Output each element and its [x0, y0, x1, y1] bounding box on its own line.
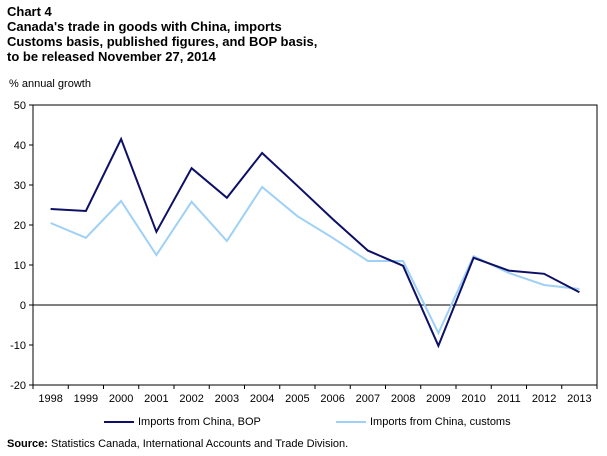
- x-tick-label: 2011: [497, 393, 521, 405]
- source-text: Statistics Canada, International Account…: [47, 438, 349, 450]
- x-tick-label: 2000: [109, 393, 133, 405]
- x-tick-label: 2005: [285, 393, 309, 405]
- x-tick-label: 1999: [74, 393, 98, 405]
- x-tick-label: 2006: [320, 393, 344, 405]
- legend-item-customs: Imports from China, customs: [336, 416, 511, 428]
- x-tick-label: 2010: [461, 393, 485, 405]
- y-tick-label: 10: [14, 260, 26, 272]
- x-tick-label: 2007: [356, 393, 380, 405]
- y-tick-label: 30: [14, 180, 26, 192]
- legend-label-bop: Imports from China, BOP: [138, 416, 261, 428]
- x-tick-label: 2012: [532, 393, 556, 405]
- y-tick-label: 40: [14, 140, 26, 152]
- source-note: Source: Statistics Canada, International…: [7, 438, 348, 450]
- series-line-customs: [50, 185, 580, 336]
- legend: Imports from China, BOP Imports from Chi…: [0, 416, 607, 432]
- y-tick-label: 0: [20, 300, 26, 312]
- y-tick-label: -10: [10, 340, 26, 352]
- legend-swatch-bop: [104, 421, 134, 423]
- legend-swatch-customs: [336, 421, 366, 423]
- y-tick-label: -20: [10, 380, 26, 392]
- source-label: Source:: [7, 438, 48, 450]
- chart-title-line-1: Chart 4: [7, 4, 52, 19]
- y-tick-label: 50: [14, 100, 26, 112]
- y-tick-label: 20: [14, 220, 26, 232]
- chart-title-line-3: Customs basis, published figures, and BO…: [7, 34, 318, 49]
- y-axis-label: % annual growth: [9, 78, 91, 90]
- x-tick-label: 2013: [567, 393, 591, 405]
- x-tick-label: 2004: [250, 393, 274, 405]
- series-line-bop: [50, 136, 580, 349]
- x-tick-label: 2001: [144, 393, 168, 405]
- legend-label-customs: Imports from China, customs: [370, 416, 511, 428]
- x-tick-label: 2002: [179, 393, 203, 405]
- chart-title: Chart 4 Canada's trade in goods with Chi…: [7, 4, 317, 64]
- x-tick-label: 2008: [391, 393, 415, 405]
- chart-title-line-4: to be released November 27, 2014: [7, 49, 216, 64]
- legend-item-bop: Imports from China, BOP: [104, 416, 261, 428]
- chart-title-line-2: Canada's trade in goods with China, impo…: [7, 19, 282, 34]
- x-tick-label: 2003: [215, 393, 239, 405]
- x-tick-label: 2009: [426, 393, 450, 405]
- x-tick-label: 1998: [38, 393, 62, 405]
